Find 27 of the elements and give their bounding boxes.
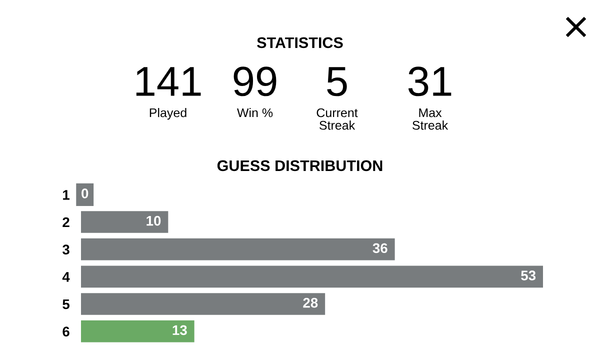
text: 31 [408, 66, 452, 96]
data-label: 0 [82, 188, 88, 198]
bar [81, 320, 194, 342]
y-tick-label: 5 [62, 299, 70, 310]
data-label: 36 [372, 243, 388, 254]
y-tick-label: 4 [62, 272, 70, 282]
bar [81, 293, 326, 315]
bar [81, 266, 543, 288]
chart-title: GUESS DISTRIBUTION [217, 160, 382, 172]
text: STATISTICS [257, 37, 343, 48]
y-tick-label: 1 [63, 190, 70, 200]
text: 99 [234, 66, 276, 96]
y-tick-label: 2 [62, 217, 70, 228]
text: Max Streak [412, 108, 448, 130]
bar [81, 238, 395, 260]
text: Current Streak [316, 108, 358, 130]
data-label: 13 [172, 325, 187, 336]
bar [81, 211, 168, 233]
y-tick-label: 3 [62, 244, 70, 255]
y-tick-label: 6 [62, 326, 70, 337]
data-label: 53 [521, 270, 536, 280]
data-label: 10 [146, 216, 161, 226]
data-label: 28 [303, 298, 318, 308]
text: 141 [136, 67, 201, 96]
text: Played [150, 108, 186, 120]
text: 5 [327, 67, 347, 96]
text: Win % [236, 108, 273, 118]
